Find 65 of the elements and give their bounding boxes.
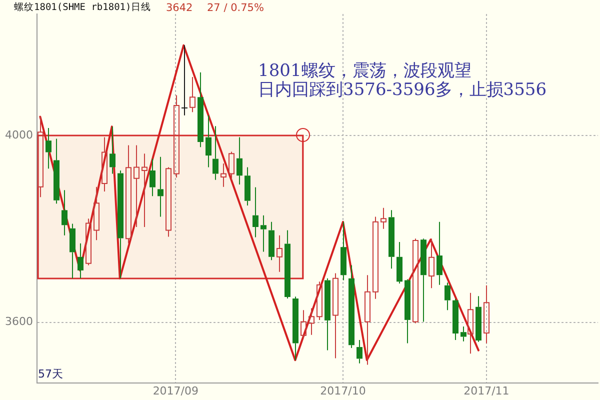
candlestick (308, 308, 314, 336)
candlestick (102, 136, 108, 192)
candlestick (404, 278, 410, 344)
candlestick (236, 136, 242, 185)
candlestick (190, 76, 196, 113)
candlestick (62, 190, 68, 236)
candlestick (436, 221, 442, 286)
candlestick (198, 72, 204, 148)
candlestick (78, 242, 84, 279)
candlestick (134, 144, 140, 228)
x-tick-label: 2017/10 (320, 384, 366, 398)
candlestick (206, 114, 212, 168)
candlestick (212, 126, 218, 180)
candlestick (284, 230, 290, 299)
candlestick (158, 156, 164, 218)
candlestick (428, 238, 434, 289)
candlestick (142, 153, 148, 228)
annotation: 57天 (38, 367, 63, 380)
candlestick (174, 94, 180, 178)
candlestick (332, 272, 338, 359)
y-tick-label: 3600 (5, 315, 33, 328)
candlestick (484, 284, 490, 344)
candlestick (348, 264, 354, 348)
candlestick (316, 281, 322, 320)
candlestick (252, 186, 258, 238)
y-tick-label: 4000 (5, 128, 33, 142)
candlestick (300, 310, 306, 339)
candlestick (110, 126, 116, 174)
candlestick (182, 44, 188, 116)
candlestick (268, 221, 274, 261)
candlestick (444, 282, 450, 311)
annotation: 27 / 0.75% (207, 2, 264, 14)
candlestick (220, 162, 226, 188)
candlestick (324, 278, 330, 351)
candlestick (70, 223, 76, 279)
x-tick-label: 2017/09 (152, 384, 199, 398)
x-tick-label: 2017/11 (464, 384, 510, 398)
candlestick (468, 292, 474, 354)
candlestick (340, 221, 346, 281)
candlestick (94, 186, 100, 241)
candlestick (38, 116, 44, 198)
candlestick (276, 234, 282, 272)
candlestick (388, 210, 394, 270)
candlestick (476, 296, 482, 342)
candlestick (126, 144, 132, 244)
candlestick (118, 170, 124, 279)
candlestick (86, 218, 92, 266)
candlestick (46, 127, 52, 170)
chart-title: 螺纹1801(SHME rb1801)日线 (14, 1, 152, 14)
candlestick (54, 138, 60, 204)
candlestick (260, 214, 266, 252)
candlestick (364, 274, 370, 366)
candlestick (244, 166, 250, 206)
annotation: 3642 (166, 2, 193, 14)
annotation: 日内回踩到3576-3596多，止损3556 (258, 80, 547, 100)
candlestick (420, 238, 426, 322)
candlestick (356, 340, 362, 364)
annotation: 1801螺纹，震荡，波段观望 (258, 60, 472, 81)
candlestick (292, 296, 298, 361)
candlestick (380, 207, 386, 230)
candlestick (452, 298, 458, 341)
candlestick (460, 326, 466, 342)
candlestick (150, 158, 156, 197)
candlestick (372, 216, 378, 300)
candlestick (396, 241, 402, 284)
